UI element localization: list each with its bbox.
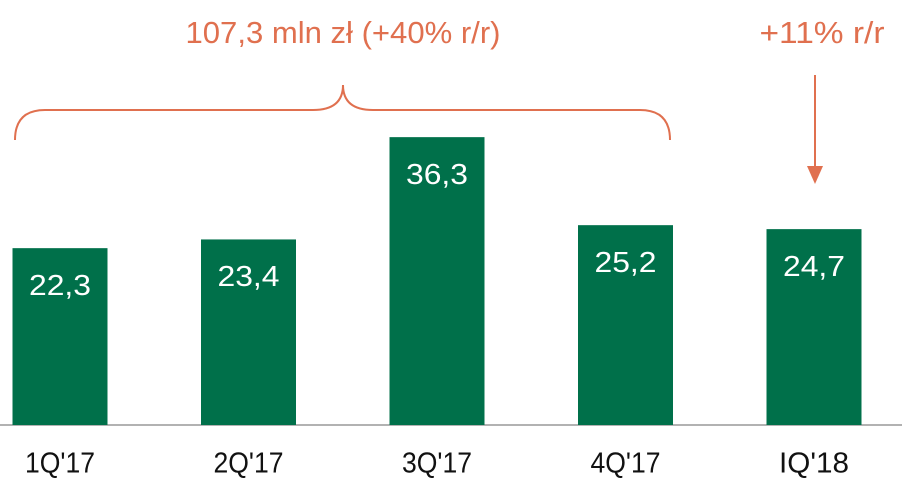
value-label: 25,2 xyxy=(595,247,657,279)
bar xyxy=(766,229,862,425)
bar xyxy=(389,137,485,426)
annotation: 107,3 mln zł (+40% r/r) xyxy=(186,15,501,50)
annotation: +11% r/r xyxy=(760,15,885,50)
x-tick-label: 2Q'17 xyxy=(214,448,284,480)
x-tick-label: 1Q'17 xyxy=(25,448,95,480)
x-tick-label: 3Q'17 xyxy=(402,448,472,480)
brace xyxy=(14,84,671,141)
bar xyxy=(578,225,673,425)
x-tick-label: IQ'18 xyxy=(779,448,849,480)
value-label: 22,3 xyxy=(29,270,91,302)
bar xyxy=(12,248,108,425)
value-label: 23,4 xyxy=(218,261,280,293)
bar xyxy=(201,239,296,425)
value-label: 24,7 xyxy=(783,251,845,283)
value-label: 36,3 xyxy=(406,159,468,191)
arrow-head xyxy=(807,166,823,184)
x-tick-label: 4Q'17 xyxy=(591,448,661,480)
